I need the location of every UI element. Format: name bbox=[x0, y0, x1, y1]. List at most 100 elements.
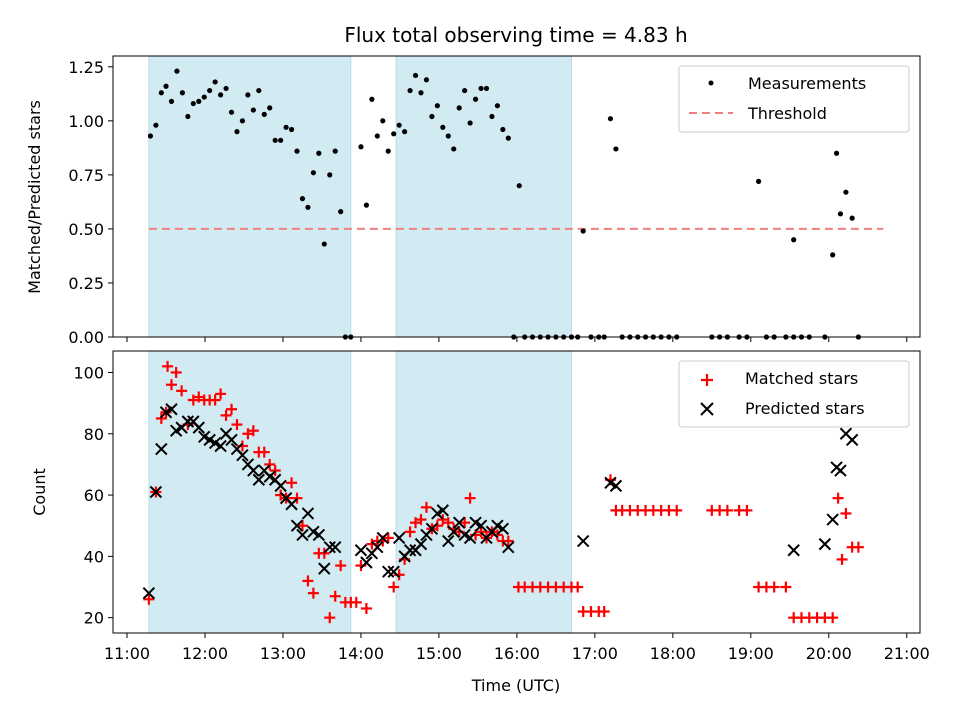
measurement-point bbox=[283, 124, 289, 130]
measurement-point bbox=[580, 228, 586, 234]
measurement-point bbox=[494, 103, 500, 109]
predicted-star-point bbox=[274, 479, 287, 493]
top-x-axis bbox=[126, 337, 908, 342]
y-tick-label: 0.25 bbox=[68, 274, 104, 293]
x-axis-label: Time (UTC) bbox=[471, 676, 560, 695]
predicted-star-point bbox=[290, 519, 304, 532]
predicted-star-point bbox=[403, 544, 417, 557]
top-y-axis-label: Matched/Predicted stars bbox=[25, 100, 44, 294]
measurement-point bbox=[369, 96, 375, 102]
measurement-point bbox=[190, 100, 196, 107]
y-tick-label: 0.75 bbox=[68, 166, 104, 185]
matched-star-point bbox=[215, 388, 227, 400]
legend-predicted-label: Predicted stars bbox=[745, 399, 865, 418]
bottom-x-axis: 11:00 12:00 13:00 14:00 15:00 16:00 17:00 18:00… bbox=[104, 633, 930, 663]
predicted-star-point bbox=[252, 473, 266, 486]
predicted-star-point bbox=[165, 403, 178, 416]
bottom-legend: Matched stars Predicted stars bbox=[678, 360, 910, 428]
matched-star-point bbox=[143, 593, 155, 605]
measurement-point bbox=[256, 87, 262, 94]
measurement-point bbox=[445, 133, 451, 139]
predicted-star-point bbox=[192, 421, 205, 434]
measurement-point bbox=[327, 172, 333, 178]
predicted-star-point bbox=[376, 531, 389, 545]
measurement-point bbox=[278, 137, 284, 143]
matched-star-point bbox=[231, 419, 243, 431]
predicted-star-point bbox=[371, 540, 384, 554]
predicted-star-point bbox=[354, 544, 368, 557]
x-tick-label: 17:00 bbox=[572, 644, 618, 663]
measurement-point bbox=[423, 77, 430, 83]
measurement-point bbox=[483, 85, 490, 92]
measurement-point bbox=[472, 96, 479, 102]
measurement-point bbox=[228, 109, 235, 115]
x-tick-label: 21:00 bbox=[884, 644, 930, 663]
predicted-star-point bbox=[834, 464, 847, 477]
matched-star-point bbox=[836, 553, 848, 565]
measurement-point bbox=[500, 126, 506, 133]
top-panel: 0.00 0.25 0.50 0.75 1.00 1.25 Matched/Predict… bbox=[25, 55, 921, 347]
predicted-star-point bbox=[463, 531, 477, 545]
y-tick-label: 40 bbox=[84, 547, 104, 566]
predicted-star-point bbox=[149, 485, 163, 499]
x-tick-label: 19:00 bbox=[728, 644, 774, 663]
measurement-point bbox=[147, 133, 154, 139]
predicted-star-point bbox=[323, 540, 336, 554]
predicted-star-point bbox=[576, 534, 590, 548]
measurement-point bbox=[288, 126, 295, 133]
matched-star-point bbox=[307, 587, 319, 599]
legend-measurements-marker bbox=[708, 80, 714, 86]
predicted-star-point bbox=[818, 537, 832, 551]
matched-star-point bbox=[162, 360, 174, 372]
measurement-point bbox=[462, 87, 468, 94]
predicted-star-point bbox=[296, 528, 309, 542]
x-tick-label: 12:00 bbox=[182, 644, 228, 663]
shaded-interval-1 bbox=[395, 55, 572, 338]
matched-star-point bbox=[296, 520, 308, 532]
measurement-point bbox=[756, 178, 762, 184]
matched-star-point bbox=[258, 446, 270, 458]
matched-star-point bbox=[420, 501, 432, 513]
matched-star-point bbox=[382, 532, 394, 544]
y-tick-label: 0.00 bbox=[68, 328, 104, 347]
matched-star-point bbox=[226, 403, 238, 415]
predicted-star-point bbox=[609, 479, 623, 493]
matched-star-point bbox=[741, 504, 753, 516]
measurement-point bbox=[316, 150, 322, 156]
measurement-point bbox=[153, 122, 159, 128]
bottom-y-axis-label: Count bbox=[30, 468, 49, 516]
top-legend: Measurements Threshold bbox=[678, 65, 910, 133]
measurement-point bbox=[407, 87, 413, 94]
legend-threshold-label: Threshold bbox=[747, 104, 827, 123]
measurement-point bbox=[250, 107, 256, 113]
matched-star-point bbox=[780, 581, 792, 593]
measurement-point bbox=[478, 85, 484, 92]
legend-matched-label: Matched stars bbox=[745, 369, 858, 388]
measurement-point bbox=[418, 90, 424, 96]
measurement-point bbox=[837, 211, 844, 217]
matched-star-point bbox=[404, 526, 416, 538]
measurement-point bbox=[321, 241, 327, 247]
predicted-star-point bbox=[414, 537, 428, 551]
predicted-star-point bbox=[214, 439, 227, 453]
measurement-point bbox=[456, 105, 462, 111]
measurement-point bbox=[234, 129, 240, 135]
y-tick-label: 1.25 bbox=[68, 58, 104, 77]
measurement-point bbox=[185, 113, 191, 120]
measurement-point bbox=[440, 124, 446, 130]
predicted-star-point bbox=[845, 433, 859, 447]
measurement-point bbox=[396, 122, 402, 128]
matched-star-point bbox=[827, 612, 839, 624]
matched-star-point bbox=[269, 465, 281, 477]
bottom-panel: 20 40 60 80 100 11:00 12:00 13:00 14:00 15:00 16:… bbox=[30, 350, 930, 695]
top-shading bbox=[148, 55, 572, 338]
top-legend-box bbox=[678, 65, 910, 133]
measurement-point bbox=[358, 144, 364, 150]
x-tick-label: 15:00 bbox=[416, 644, 462, 663]
predicted-star-point bbox=[181, 415, 195, 428]
legend-measurements-label: Measurements bbox=[748, 74, 866, 93]
bottom-legend-box bbox=[678, 360, 910, 428]
measurement-point bbox=[261, 111, 267, 117]
predicted-star-point bbox=[382, 565, 395, 578]
predicted-star-point bbox=[502, 540, 515, 554]
